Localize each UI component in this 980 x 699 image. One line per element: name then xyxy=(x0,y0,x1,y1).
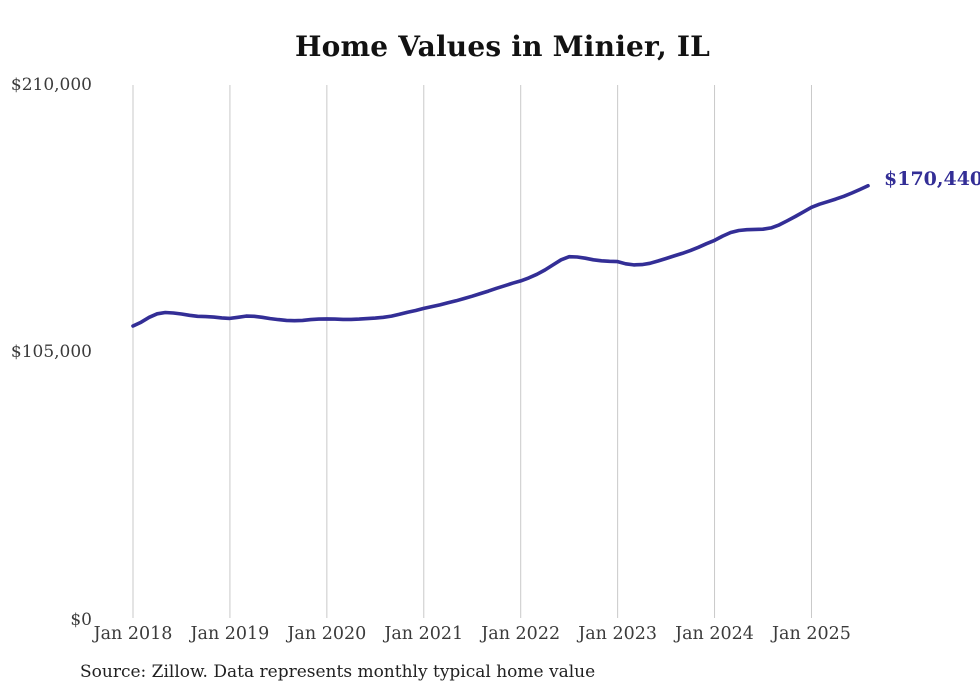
y-axis-tick-label: $105,000 xyxy=(10,342,92,362)
x-axis-tick-label: Jan 2018 xyxy=(93,624,173,644)
x-axis-tick-label: Jan 2021 xyxy=(384,624,464,644)
x-axis-tick-label: Jan 2020 xyxy=(287,624,367,644)
source-note: Source: Zillow. Data represents monthly … xyxy=(80,662,596,682)
x-axis-tick-label: Jan 2025 xyxy=(772,624,851,644)
x-axis-tick-label: Jan 2022 xyxy=(481,624,561,644)
y-axis-tick-label: $0 xyxy=(70,610,92,630)
x-axis-tick-label: Jan 2024 xyxy=(675,624,754,644)
home-value-series-line xyxy=(131,184,870,328)
x-axis-tick-label: Jan 2023 xyxy=(578,624,658,644)
y-axis-tick-label: $210,000 xyxy=(10,75,92,95)
x-axis-tick-label: Jan 2019 xyxy=(190,624,270,644)
latest-value-label: $170,440 xyxy=(884,168,980,190)
chart-title: Home Values in Minier, IL xyxy=(294,30,711,63)
